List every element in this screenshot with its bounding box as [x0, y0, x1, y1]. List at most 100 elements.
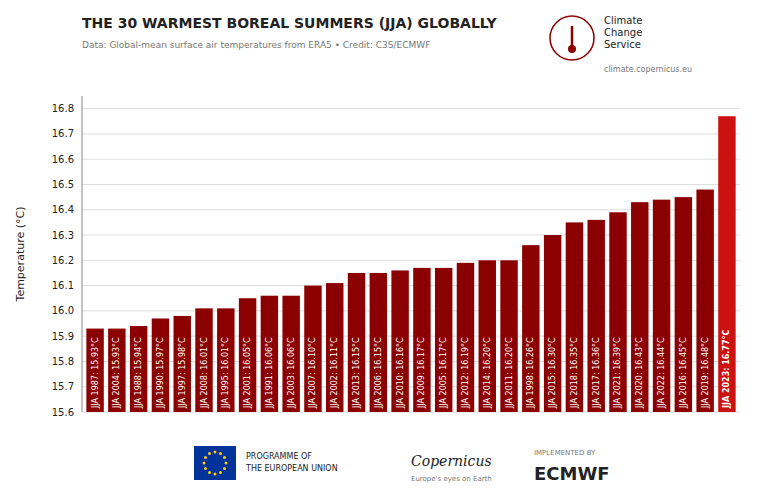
footer-brand: ECMWF — [534, 463, 610, 484]
eu-star — [208, 452, 211, 455]
footer-brand: Copernicus — [411, 453, 492, 469]
bar — [653, 200, 670, 412]
y-tick-label: 16.5 — [52, 179, 74, 190]
bar — [130, 326, 147, 412]
bar-label: JJA 1995: 16.01°C — [221, 337, 230, 409]
eu-flag — [194, 446, 236, 480]
bar-label: JJA 2008: 16.01°C — [200, 337, 209, 409]
bar-label: JJA 2004: 15.93°C — [112, 337, 121, 409]
bar — [239, 298, 256, 412]
bar — [522, 245, 539, 412]
bar-label: JJA 2021: 16.39°C — [613, 337, 622, 409]
y-tick-labels: 15.615.715.815.916.016.116.216.316.416.5… — [52, 103, 74, 417]
bar — [609, 212, 626, 412]
bar — [696, 190, 713, 412]
eu-star — [203, 462, 206, 465]
logo-text: Climate — [604, 15, 642, 26]
bar-label: JJA 2017: 16.36°C — [592, 337, 601, 409]
eu-star — [225, 462, 228, 465]
footer-text: THE EUROPEAN UNION — [245, 464, 338, 473]
y-tick-label: 16.7 — [52, 128, 74, 139]
eu-star — [204, 467, 207, 470]
bar — [261, 296, 278, 412]
bar-labels: JJA 1987: 15.93°C JJA 2004: 15.93°C JJA 19… — [91, 330, 732, 409]
bar — [217, 308, 234, 412]
bar-label: JJA 2019: 16.48°C — [701, 337, 710, 409]
logo-url: climate.copernicus.eu — [604, 65, 692, 74]
eu-star — [214, 451, 217, 454]
y-tick-label: 16.3 — [52, 230, 74, 241]
bar-label: JJA 2015: 16.30°C — [548, 337, 557, 409]
bar — [370, 273, 387, 412]
eu-star — [214, 473, 217, 476]
bar-label: JJA 2006: 16.15°C — [374, 337, 383, 409]
bar — [544, 235, 561, 412]
eu-star — [208, 471, 211, 474]
bar-label: JJA 2012: 16.19°C — [461, 337, 470, 409]
y-tick-label: 16.2 — [52, 255, 74, 266]
background — [0, 0, 768, 497]
eu-star — [204, 456, 207, 459]
bar-label: JJA 2010: 16.16°C — [396, 337, 405, 409]
bar-label: JJA 2013: 16.15°C — [352, 337, 361, 409]
eu-star — [219, 471, 222, 474]
bar-label: JJA 2014: 16.20°C — [483, 337, 492, 409]
y-tick-label: 16.6 — [52, 154, 74, 165]
bar — [500, 260, 517, 412]
bar-label: JJA 2002: 16.11°C — [330, 337, 339, 409]
bar — [86, 329, 103, 412]
logo: ClimateChangeService climate.copernicus.e… — [550, 15, 692, 74]
bar — [326, 283, 343, 412]
bar — [413, 268, 430, 412]
bar — [457, 263, 474, 412]
bar — [195, 308, 212, 412]
bar-label: JJA 2003: 16.06°C — [287, 337, 296, 409]
y-tick-label: 16.1 — [52, 280, 74, 291]
y-tick-label: 15.8 — [52, 356, 74, 367]
title: THE 30 WARMEST BOREAL SUMMERS (JJA) GLOB… — [82, 15, 498, 31]
footer: PROGRAMME OF THE EUROPEAN UNION Copernicus… — [194, 446, 610, 484]
logo-thermometer — [571, 26, 574, 46]
eu-star — [223, 467, 226, 470]
logo-text: Service — [604, 39, 641, 50]
logo-bulb — [568, 45, 576, 53]
subtitle: Data: Global-mean surface air temperatur… — [82, 40, 430, 50]
y-axis-label: Temperature (°C) — [14, 207, 27, 303]
footer-text: IMPLEMENTED BY — [534, 449, 596, 457]
bar-label: JJA 2001: 16.05°C — [243, 337, 252, 409]
eu-star — [223, 456, 226, 459]
bar-label: JJA 2007: 16.10°C — [308, 337, 317, 409]
bar — [479, 260, 496, 412]
y-tick-label: 16.8 — [52, 103, 74, 114]
bar-label: JJA 2009: 16.17°C — [417, 337, 426, 409]
bar-label: JJA 2011: 16.20°C — [505, 337, 514, 409]
y-tick-label: 15.9 — [52, 331, 74, 342]
bar-label: JJA 2018: 16.35°C — [570, 337, 579, 409]
footer-text: PROGRAMME OF — [246, 452, 312, 461]
bar — [718, 116, 735, 412]
bar — [675, 197, 692, 412]
bar-label: JJA 2005: 16.17°C — [439, 337, 448, 409]
bar — [587, 220, 604, 412]
bar-label: JJA 1988: 15.94°C — [134, 337, 143, 409]
logo-circle — [550, 16, 594, 60]
bar-label: JJA 2020: 16.43°C — [635, 337, 644, 409]
bar-label: JJA 1998: 16.26°C — [526, 337, 535, 409]
bar — [304, 286, 321, 412]
bar — [348, 273, 365, 412]
bar-label: JJA 1991: 16.06°C — [265, 337, 274, 409]
y-tick-label: 15.7 — [52, 381, 74, 392]
y-tick-label: 15.6 — [52, 407, 74, 418]
bar-label: JJA 2023: 16.77°C — [722, 330, 731, 409]
footer-tagline: Europe's eyes on Earth — [411, 475, 492, 483]
bars — [86, 116, 735, 412]
bar — [282, 296, 299, 412]
bar — [174, 316, 191, 412]
bar — [566, 222, 583, 412]
bar — [391, 270, 408, 412]
logo-text: Change — [604, 27, 642, 38]
grid-line — [82, 184, 740, 185]
bar-label: JJA 1987: 15.93°C — [91, 337, 100, 409]
bar — [108, 329, 125, 412]
y-tick-label: 16.4 — [52, 204, 74, 215]
